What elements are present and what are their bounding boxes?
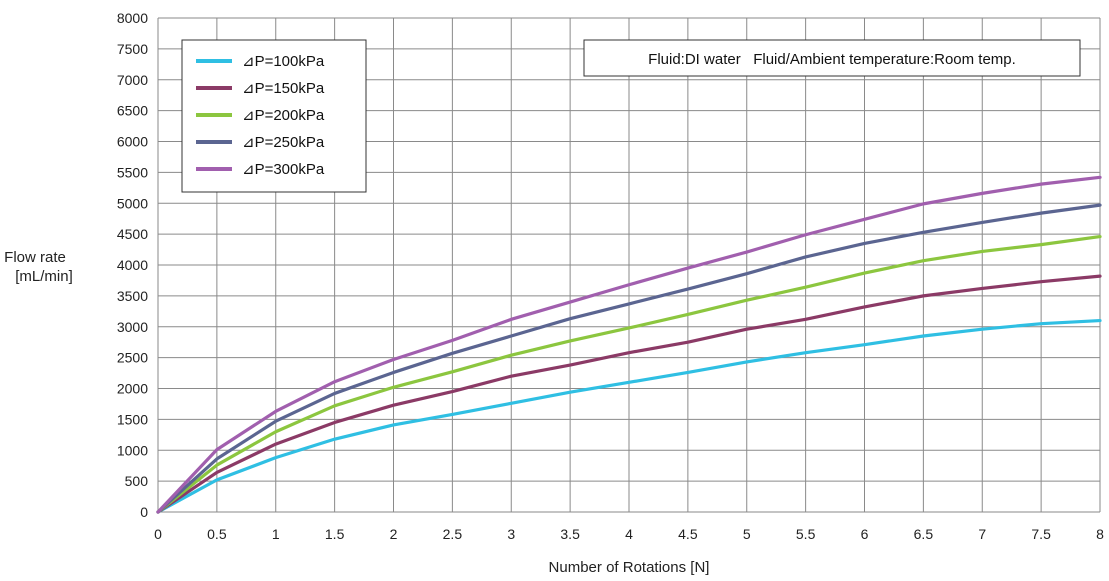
y-tick-label-0: 0 [140, 504, 148, 520]
x-tick-label-12: 6 [861, 526, 869, 542]
legend-label-2: ⊿P=200kPa [242, 107, 325, 124]
y-tick-label-12: 6000 [117, 134, 148, 150]
x-tick-label-0: 0 [154, 526, 162, 542]
y-axis-label-line1: Flow rate [4, 249, 66, 266]
y-tick-label-13: 6500 [117, 103, 148, 119]
x-axis-label: Number of Rotations [N] [549, 559, 710, 576]
x-tick-label-6: 3 [507, 526, 515, 542]
y-axis-label-line2: [mL/min] [15, 268, 73, 285]
y-tick-label-6: 3000 [117, 319, 148, 335]
x-tick-label-13: 6.5 [914, 526, 934, 542]
x-tick-label-9: 4.5 [678, 526, 698, 542]
legend-label-4: ⊿P=300kPa [242, 161, 325, 178]
x-tick-label-16: 8 [1096, 526, 1104, 542]
series-line-3 [156, 203, 1102, 514]
x-tick-label-4: 2 [390, 526, 398, 542]
y-tick-label-16: 8000 [117, 10, 148, 26]
y-tick-label-3: 1500 [117, 411, 148, 427]
y-tick-label-7: 3500 [117, 288, 148, 304]
tick-labels: 0 0.5 1 1.5 2 2.5 3 3.5 4 4.5 5 5.5 6 6.5 7 7.5 8 0 500 100… [117, 10, 1104, 542]
grid [157, 17, 1101, 513]
x-tick-label-14: 7 [978, 526, 986, 542]
x-tick-label-2: 1 [272, 526, 280, 542]
y-tick-label-5: 2500 [117, 350, 148, 366]
legend-label-1: ⊿P=150kPa [242, 80, 325, 97]
x-tick-label-3: 1.5 [325, 526, 345, 542]
y-tick-label-8: 4000 [117, 257, 148, 273]
condition-note-box [583, 39, 1081, 77]
y-tick-label-2: 1000 [117, 442, 148, 458]
legend-items: ⊿P=100kPa ⊿P=150kPa ⊿P=200kPa ⊿P=250kPa ⊿P=3… [196, 53, 325, 178]
series-line-4 [156, 175, 1102, 514]
y-tick-label-4: 2000 [117, 381, 148, 397]
x-tick-label-10: 5 [743, 526, 751, 542]
series-line-1 [156, 274, 1102, 514]
x-tick-label-15: 7.5 [1031, 526, 1051, 542]
y-tick-label-15: 7500 [117, 41, 148, 57]
series-line-0 [156, 318, 1102, 514]
y-tick-label-10: 5000 [117, 195, 148, 211]
x-tick-label-11: 5.5 [796, 526, 816, 542]
x-tick-label-7: 3.5 [560, 526, 580, 542]
x-tick-label-1: 0.5 [207, 526, 227, 542]
legend: ⊿P=100kPa ⊿P=150kPa ⊿P=200kPa ⊿P=250kPa ⊿P=3… [181, 39, 367, 193]
condition-note: Fluid:DI water Fluid/Ambient temperature… [583, 39, 1081, 77]
legend-label-0: ⊿P=100kPa [242, 53, 325, 70]
legend-label-3: ⊿P=250kPa [242, 134, 325, 151]
y-tick-label-1: 500 [125, 473, 149, 489]
y-tick-label-14: 7000 [117, 72, 148, 88]
x-tick-label-8: 4 [625, 526, 633, 542]
series-line-2 [156, 234, 1102, 514]
y-tick-label-11: 5500 [117, 164, 148, 180]
y-tick-label-9: 4500 [117, 226, 148, 242]
condition-note-text: Fluid:DI water Fluid/Ambient temperature… [648, 51, 1016, 68]
x-tick-label-5: 2.5 [443, 526, 463, 542]
series-layer [156, 175, 1102, 514]
